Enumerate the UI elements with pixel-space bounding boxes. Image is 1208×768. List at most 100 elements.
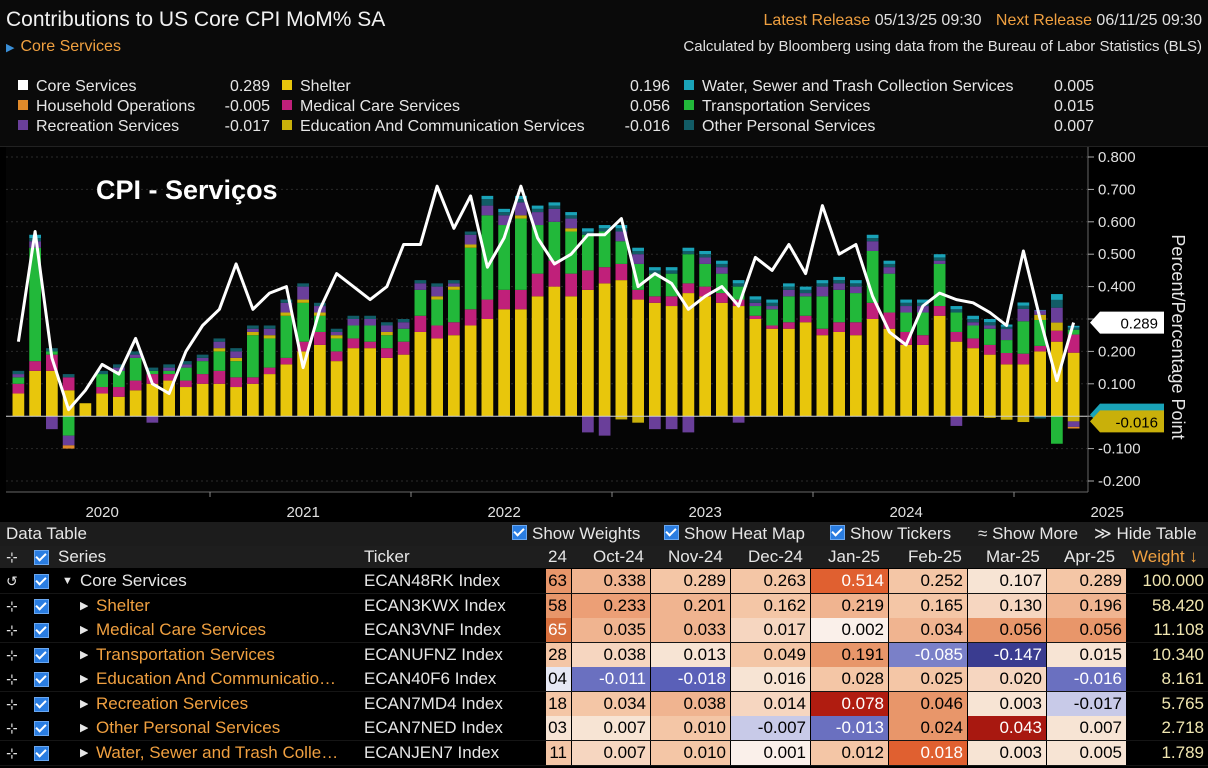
col-mar-25[interactable]: Mar-25	[986, 547, 1040, 566]
crosshair-icon[interactable]: ⊹	[6, 720, 18, 736]
caret-right-icon[interactable]: ▶	[80, 624, 89, 636]
bar-segment-other	[682, 250, 695, 255]
caret-right-icon[interactable]: ▶	[80, 648, 89, 661]
subtitle-selector[interactable]: ▶ Core Services	[6, 38, 121, 56]
value-cell: 0.038	[651, 691, 731, 716]
bar-segment-recreation	[1017, 308, 1030, 322]
bar-segment-recreation	[883, 267, 896, 274]
legend-item[interactable]: Core Services	[18, 78, 136, 96]
crosshair-icon[interactable]: ⊹	[6, 622, 18, 638]
bar-segment-other	[833, 280, 845, 284]
caret-right-icon[interactable]: ▶	[80, 746, 89, 759]
legend-item[interactable]: Other Personal Services	[684, 118, 875, 136]
row-checkbox[interactable]	[34, 745, 49, 761]
caret-right-icon[interactable]: ▶	[80, 673, 89, 685]
bar-segment-medical	[933, 306, 946, 316]
legend-item[interactable]: Transportation Services	[684, 98, 870, 116]
bar-segment-other	[397, 319, 410, 323]
caret-right-icon[interactable]: ▶	[80, 722, 89, 734]
bar-segment-medical	[682, 283, 695, 294]
legend-item[interactable]: Household Operations	[18, 98, 195, 116]
crosshair-icon[interactable]: ⊹	[6, 744, 18, 761]
col-apr-25[interactable]: Apr-25	[1064, 547, 1116, 566]
show-more-button[interactable]: ≈ Show More	[978, 524, 1078, 544]
value-cell: 0.010	[651, 740, 731, 765]
row-checkbox[interactable]	[34, 696, 49, 712]
legend-swatch	[18, 80, 28, 90]
col-ticker[interactable]: Ticker	[364, 547, 410, 566]
select-all-checkbox[interactable]	[34, 550, 49, 565]
row-checkbox[interactable]	[34, 623, 49, 638]
col-nov-24[interactable]: Nov-24	[668, 547, 723, 566]
bar-segment-transport	[213, 351, 226, 371]
bar-segment-education	[280, 312, 293, 316]
caret-right-icon[interactable]: ▶	[80, 697, 89, 710]
legend-item[interactable]: Water, Sewer and Trash Collection Servic…	[684, 78, 1014, 96]
bar-segment-medical	[129, 380, 142, 391]
row-checkbox[interactable]	[34, 647, 49, 663]
y-tick-label: 0.600	[1098, 214, 1136, 231]
table-row[interactable]: ↺ ▼ Core Services ECAN48RK Index 63 0.338 0.28…	[0, 569, 1208, 594]
contributions-chart: 0.8000.7000.6000.5000.4000.3000.2000.100…	[0, 147, 1208, 522]
reset-icon[interactable]: ↺	[6, 573, 18, 589]
bar-segment-recreation	[196, 357, 209, 362]
table-row[interactable]: ⊹ ▶ Shelter ECAN3KWX Index 58 0.233 0.201 0.162…	[0, 593, 1208, 619]
table-row[interactable]: ⊹ ▶ Medical Care Services ECAN3VNF Index 65 0…	[0, 618, 1208, 643]
legend-item[interactable]: Medical Care Services	[282, 98, 460, 116]
series-name: Medical Care Services	[96, 620, 267, 639]
table-row[interactable]: ⊹ ▶ Water, Sewer and Trash Colle… ECANJEN7 …	[0, 740, 1208, 766]
caret-right-icon[interactable]: ▶	[80, 599, 89, 612]
bar-segment-medical	[1034, 345, 1046, 352]
legend-item[interactable]: Education And Communication Services	[282, 118, 585, 136]
table-row[interactable]: ⊹ ▶ Education And Communicatio… ECAN40F6 In…	[0, 667, 1208, 692]
bar-segment-recreation	[850, 286, 862, 294]
hide-table-button[interactable]: ≫ Hide Table	[1094, 524, 1197, 544]
value-cell: 0.007	[572, 740, 651, 765]
table-row[interactable]: ⊹ ▶ Transportation Services ECANUFNZ Index 2…	[0, 642, 1208, 668]
bar-segment-recreation	[665, 416, 678, 430]
ticker: ECAN7NED Index	[364, 718, 503, 737]
bar-segment-water	[498, 208, 510, 213]
row-checkbox[interactable]	[34, 672, 49, 687]
legend-item[interactable]: Shelter	[282, 78, 351, 96]
bar-segment-shelter	[364, 348, 376, 417]
legend-item[interactable]: Recreation Services	[18, 118, 179, 136]
bar-segment-transport	[448, 289, 460, 323]
bar-segment-education	[1051, 322, 1063, 331]
bar-segment-shelter	[632, 299, 644, 417]
bar-segment-water	[850, 280, 862, 284]
crosshair-icon[interactable]: ⊹	[6, 646, 18, 663]
crosshair-icon[interactable]: ⊹	[6, 549, 18, 565]
col-jan-25[interactable]: Jan-25	[828, 547, 880, 566]
bar-segment-shelter	[29, 370, 41, 417]
bar-segment-transport	[96, 374, 108, 388]
crosshair-icon[interactable]: ⊹	[6, 695, 18, 712]
bar-segment-shelter	[816, 335, 829, 417]
show-weights-toggle[interactable]: Show Weights	[512, 524, 640, 544]
table-row[interactable]: ⊹ ▶ Other Personal Services ECAN7NED Index 0…	[0, 716, 1208, 741]
col-oct-24[interactable]: Oct-24	[593, 547, 645, 566]
row-checkbox[interactable]	[34, 721, 49, 736]
col-dec-24[interactable]: Dec-24	[748, 547, 803, 566]
legend-swatch	[684, 100, 694, 110]
show-heat-map-toggle[interactable]: Show Heat Map	[664, 524, 805, 544]
bar-segment-transport	[129, 357, 142, 381]
col-24[interactable]: 24	[548, 547, 567, 566]
legend-value: 0.005	[1053, 78, 1094, 95]
row-checkbox[interactable]	[34, 574, 49, 589]
latest-release-label: Latest Release	[763, 12, 871, 29]
bar-segment-shelter	[1017, 364, 1030, 417]
col-feb-25[interactable]: Feb-25	[908, 547, 962, 566]
crosshair-icon[interactable]: ⊹	[6, 597, 18, 614]
caret-down-icon[interactable]: ▼	[62, 575, 73, 587]
value-cell: 28	[546, 642, 572, 667]
bar-segment-other	[381, 322, 393, 326]
col-weight[interactable]: Weight ↓	[1132, 547, 1198, 566]
table-row[interactable]: ⊹ ▶ Recreation Services ECAN7MD4 Index 18 0.0…	[0, 691, 1208, 717]
col-series[interactable]: Series	[58, 547, 107, 566]
bar-segment-other	[984, 322, 996, 326]
crosshair-icon[interactable]: ⊹	[6, 671, 18, 687]
value-cell: -0.018	[651, 667, 731, 691]
row-checkbox[interactable]	[34, 598, 49, 614]
show-tickers-toggle[interactable]: Show Tickers	[830, 524, 951, 544]
